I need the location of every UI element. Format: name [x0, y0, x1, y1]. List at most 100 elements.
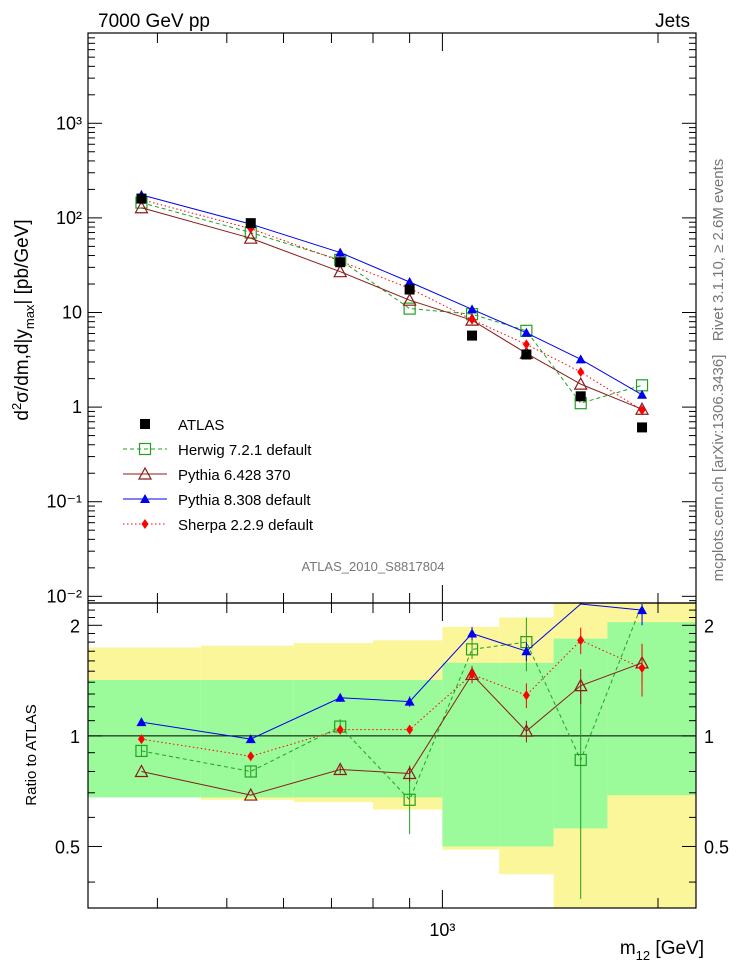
ratio-data-point [245, 734, 256, 744]
ylabel-part: max [22, 304, 37, 329]
ratio-data-point [467, 628, 478, 638]
ratio-y-tick-label-right: 1 [704, 727, 714, 747]
analysis-id: ATLAS_2010_S8817804 [302, 559, 445, 574]
ratio-data-point [577, 635, 585, 646]
atlas-data-point [521, 349, 532, 360]
ratio-y-tick-label: 0.5 [55, 837, 80, 857]
ratio-data-point [573, 678, 588, 692]
ratio-data-point [519, 723, 534, 737]
ratio-data-point [336, 724, 344, 735]
legend-marker [141, 519, 149, 529]
legend-label: Herwig 7.2.1 default [178, 442, 312, 459]
main-data-point [404, 277, 415, 287]
xlabel-part: m [620, 938, 636, 959]
band-inner-bin [372, 679, 443, 798]
atlas-data-point [136, 193, 147, 204]
ratio-data-point [136, 717, 147, 727]
ratio-y-axis-label: Ratio to ATLAS [23, 704, 40, 805]
main-series-line [141, 207, 643, 410]
main-data-point [243, 230, 258, 244]
ylabel-part: | [pb/GeV] [12, 219, 33, 304]
main-data-point [638, 405, 646, 416]
ratio-plot-frame [87, 602, 697, 909]
ylabel-part: 2 [9, 403, 24, 410]
legend: ATLAS Herwig 7.2.1 default Pythia 6.428 37… [123, 417, 314, 534]
band-inner-bin [607, 622, 696, 796]
main-data-point [521, 327, 532, 337]
xlabel-part: [GeV] [650, 938, 704, 959]
main-y-axis-label: d2σ/dm,d|ymax| [pb/GeV] [9, 219, 37, 420]
atlas-data-point [335, 257, 346, 268]
ratio-y-tick-label: 2 [70, 616, 80, 636]
atlas-data-point [404, 284, 415, 295]
atlas-data-point [637, 422, 648, 433]
legend-label: Sherpa 2.2.9 default [178, 517, 314, 534]
ratio-data-point [134, 764, 149, 778]
legend-label: ATLAS [178, 417, 224, 434]
ratio-y-tick-label-right: 0.5 [704, 837, 729, 857]
ylabel-part: d [12, 410, 33, 421]
main-data-point [575, 354, 586, 364]
main-data-point [577, 366, 585, 377]
rivet-label: Rivet 3.1.10, ≥ 2.6M events [710, 159, 727, 342]
ratio-data-point [638, 663, 646, 674]
ylabel-part: σ/dm,d|y [12, 329, 33, 403]
ratio-series-line [141, 662, 643, 796]
main-data-point [467, 304, 478, 314]
ratio-data-point [468, 669, 476, 680]
legend-label: Pythia 8.308 default [178, 492, 311, 509]
energy-label: 7000 GeV pp [98, 11, 210, 32]
main-data-point [637, 389, 648, 399]
main-y-tick-label: 10³ [56, 113, 82, 133]
band-inner-bin [442, 662, 500, 847]
legend-marker [138, 442, 152, 456]
main-y-tick-label: 10⁻² [46, 586, 82, 606]
main-data-point [635, 379, 649, 392]
ratio-data-point [402, 766, 417, 780]
ratio-data-point [335, 692, 346, 702]
ratio-data-point [637, 605, 648, 615]
main-y-tick-label: 10² [56, 208, 82, 228]
legend-marker [140, 419, 150, 429]
ratio-data-point [135, 744, 148, 758]
main-data-point [468, 314, 476, 325]
main-data-point [573, 376, 588, 390]
main-y-tick-label: 10⁻¹ [46, 492, 82, 512]
x-tick-label: 10³ [429, 920, 455, 940]
main-series-line [141, 199, 643, 411]
ratio-data-point [244, 765, 257, 778]
main-data-point [335, 247, 346, 257]
ratio-data-point [522, 690, 530, 701]
main-y-tick-label: 10 [62, 302, 82, 322]
legend-marker [137, 466, 153, 480]
main-data-point [134, 200, 149, 214]
ratio-data-point [247, 751, 255, 762]
band-inner-bin [293, 679, 373, 798]
ratio-series-line [141, 603, 643, 740]
ratio-y-tick-label: 1 [70, 727, 80, 747]
ratio-data-point [574, 753, 587, 767]
legend-marker [140, 494, 150, 503]
atlas-data-point [467, 330, 478, 341]
process-label: Jets [655, 11, 690, 32]
main-data-point [403, 302, 416, 315]
ratio-data-point [404, 696, 415, 706]
mcplots-label: mcplots.cern.ch [arXiv:1306.3436] [710, 355, 727, 582]
main-data-point [402, 292, 417, 306]
main-series-line [141, 202, 643, 404]
x-axis-label: m12 [GeV] [620, 938, 704, 963]
main-series-line [141, 194, 643, 396]
ratio-data-point [243, 787, 258, 801]
series-layer [134, 189, 650, 899]
atlas-data-point [575, 391, 586, 402]
atlas-data-point [245, 218, 256, 229]
main-y-tick-label: 1 [72, 397, 82, 417]
ratio-uncertainty-bands [88, 603, 696, 908]
ratio-data-point [333, 762, 348, 776]
legend-label: Pythia 6.428 370 [178, 467, 291, 484]
axis-ticks: 10⁻² 10⁻¹ 1 10 10² 10³ 0.5 0.5 1 1 2 2 10³ [46, 32, 729, 940]
ratio-data-point [403, 793, 416, 806]
xlabel-part: 12 [636, 948, 650, 963]
ratio-data-point [465, 643, 479, 656]
